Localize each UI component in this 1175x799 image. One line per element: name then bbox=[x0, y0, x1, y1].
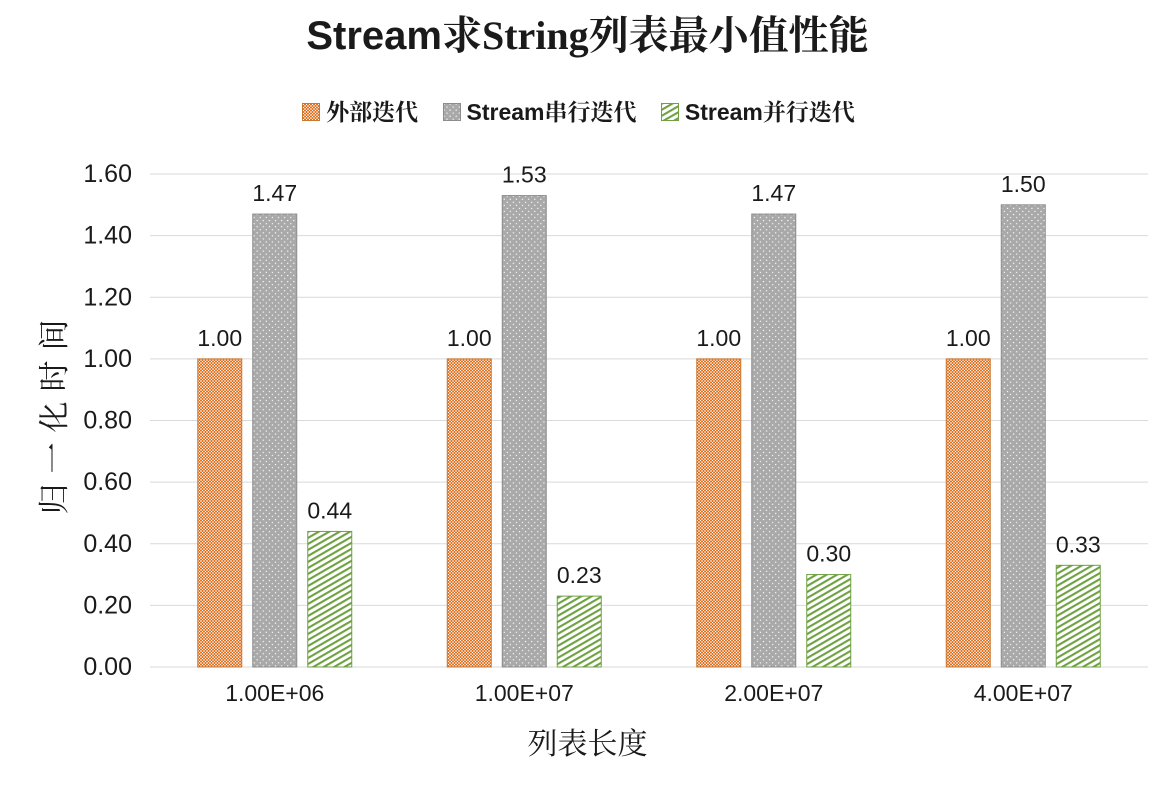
svg-text:1.00: 1.00 bbox=[946, 325, 991, 351]
svg-text:1.50: 1.50 bbox=[1001, 171, 1046, 197]
svg-text:1.20: 1.20 bbox=[83, 283, 132, 311]
svg-text:1.53: 1.53 bbox=[502, 162, 547, 188]
svg-text:1.00: 1.00 bbox=[197, 325, 242, 351]
svg-text:0.33: 0.33 bbox=[1056, 531, 1101, 557]
svg-text:1.47: 1.47 bbox=[252, 180, 297, 206]
svg-text:0.23: 0.23 bbox=[557, 562, 602, 588]
svg-text:4.00E+07: 4.00E+07 bbox=[974, 680, 1073, 706]
svg-text:0.44: 0.44 bbox=[307, 497, 352, 523]
svg-text:0.30: 0.30 bbox=[806, 541, 851, 567]
svg-text:1.00: 1.00 bbox=[447, 325, 492, 351]
svg-text:1.47: 1.47 bbox=[751, 180, 796, 206]
svg-text:1.00: 1.00 bbox=[696, 325, 741, 351]
svg-text:1.00E+07: 1.00E+07 bbox=[475, 680, 574, 706]
svg-text:0.80: 0.80 bbox=[83, 407, 132, 435]
svg-text:0.40: 0.40 bbox=[83, 530, 132, 558]
svg-text:1.40: 1.40 bbox=[83, 222, 132, 250]
svg-text:0.20: 0.20 bbox=[83, 591, 132, 619]
svg-text:0.00: 0.00 bbox=[83, 653, 132, 681]
svg-text:1.00E+06: 1.00E+06 bbox=[225, 680, 324, 706]
svg-text:1.60: 1.60 bbox=[83, 160, 132, 188]
svg-text:1.00: 1.00 bbox=[83, 345, 132, 373]
svg-text:0.60: 0.60 bbox=[83, 468, 132, 496]
svg-text:2.00E+07: 2.00E+07 bbox=[724, 680, 823, 706]
